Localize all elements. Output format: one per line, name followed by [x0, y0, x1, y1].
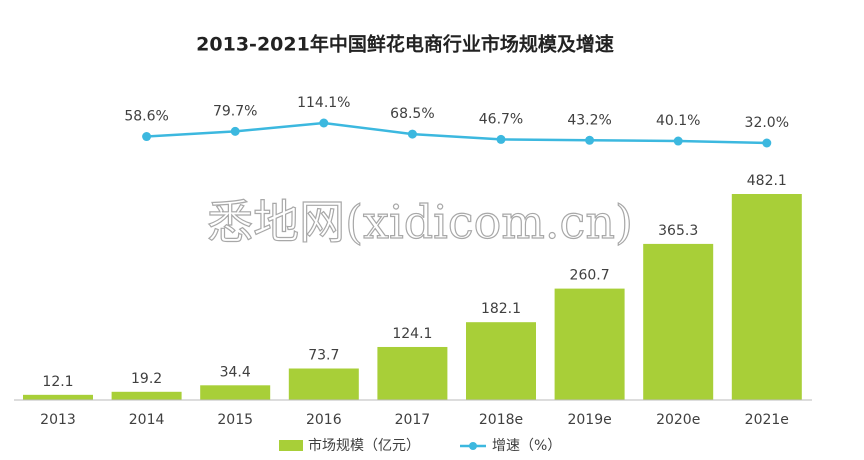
bar: [23, 394, 93, 400]
growth-point: [496, 134, 506, 144]
growth-label: 114.1%: [297, 95, 350, 111]
chart-title: 2013-2021年中国鲜花电商行业市场规模及增速: [196, 33, 614, 56]
growth-label: 58.6%: [124, 109, 168, 125]
bar: [288, 368, 359, 400]
growth-label: 79.7%: [213, 103, 257, 119]
growth-label: 32.0%: [745, 115, 789, 131]
x-tick-label: 2020e: [656, 412, 700, 428]
bar-label: 482.1: [747, 173, 787, 189]
growth-point: [585, 135, 595, 145]
x-tick-label: 2013: [40, 412, 76, 428]
legend-label: 增速（%）: [492, 438, 561, 454]
bar: [200, 385, 271, 400]
growth-point: [142, 132, 152, 142]
bar-label: 34.4: [220, 364, 251, 380]
growth-line: [146, 121, 767, 145]
x-tick-label: 2019e: [567, 412, 611, 428]
bar: [377, 346, 448, 400]
growth-point: [319, 118, 329, 128]
bar-label: 19.2: [131, 371, 162, 387]
bar-label: 365.3: [658, 223, 698, 239]
bar-label: 124.1: [392, 326, 432, 342]
growth-label: 68.5%: [390, 106, 434, 122]
growth-point: [407, 129, 417, 139]
legend-label: 市场规模（亿元）: [308, 437, 420, 454]
x-tick-label: 2015: [217, 412, 253, 428]
bar-label: 12.1: [42, 374, 73, 390]
bar: [554, 288, 625, 400]
growth-label: 40.1%: [656, 113, 700, 129]
bar: [643, 243, 714, 400]
legend-swatch: [279, 440, 303, 451]
x-tick-label: 2021e: [745, 412, 789, 428]
bar: [466, 322, 536, 400]
x-tick-label: 2017: [395, 412, 431, 428]
bar-label: 73.7: [308, 348, 339, 364]
growth-point: [762, 138, 772, 148]
legend-marker: [469, 442, 477, 450]
bar-label: 260.7: [570, 268, 610, 284]
growth-point: [673, 136, 683, 146]
growth-label: 43.2%: [567, 112, 611, 128]
x-tick-label: 2018e: [479, 412, 523, 428]
x-tick-label: 2016: [306, 412, 342, 428]
bar: [731, 194, 802, 400]
watermark: 悉地网(xidicom.cn): [207, 195, 633, 249]
growth-point: [230, 126, 240, 136]
bar-label: 182.1: [481, 301, 521, 317]
growth-label: 46.7%: [479, 111, 523, 127]
x-tick-label: 2014: [129, 412, 165, 428]
bar: [111, 391, 182, 400]
